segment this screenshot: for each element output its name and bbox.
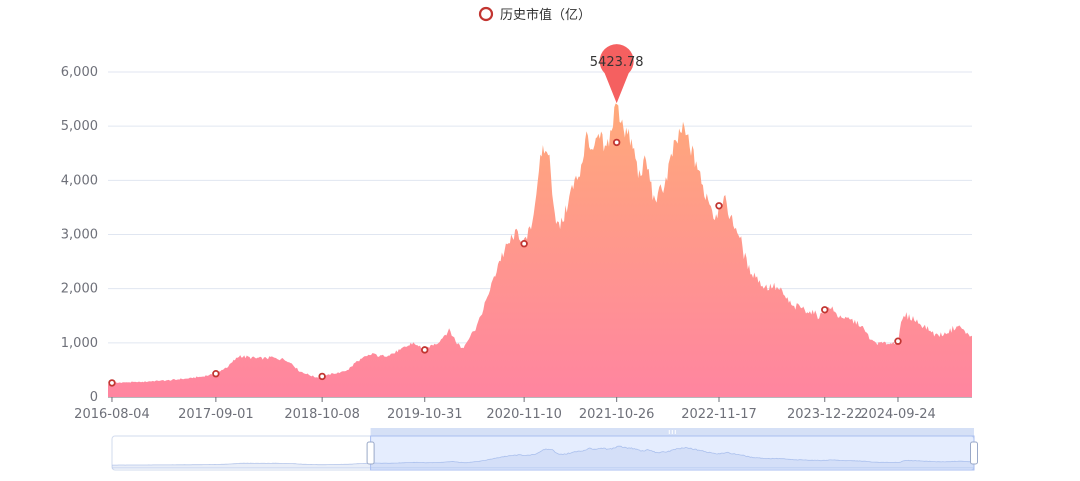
legend-marker-icon	[478, 6, 494, 22]
peak-pin[interactable]	[599, 44, 634, 104]
y-tick-label: 0	[90, 390, 98, 405]
x-tick-label: 2019-10-31	[387, 407, 463, 422]
zoom-handle-right[interactable]	[970, 441, 978, 465]
x-tick-label: 2020-11-10	[486, 407, 562, 422]
peak-marker: 5423.78	[590, 44, 644, 104]
legend[interactable]: 历史市值（亿）	[478, 6, 591, 23]
x-tick-label: 2021-10-26	[579, 407, 655, 422]
axes: 0 1,000 2,000 3,000 4,000 5,000 6,000 2016-08-0…	[61, 65, 936, 422]
x-tick-label: 2023-12-22	[787, 407, 863, 422]
x-tick-label: 2024-09-24	[860, 407, 936, 422]
legend-label: 历史市值（亿）	[500, 7, 591, 23]
data-point[interactable]	[212, 370, 220, 378]
data-points	[108, 138, 902, 387]
zoom-preview-area	[112, 445, 974, 469]
x-tick-label: 2022-11-17	[681, 407, 757, 422]
zoom-preview	[112, 445, 974, 469]
zoom-selected-range[interactable]	[370, 435, 975, 471]
zoom-handle-left[interactable]	[366, 441, 375, 465]
y-tick-label: 4,000	[61, 173, 98, 188]
y-tick-label: 3,000	[61, 228, 98, 243]
data-zoom-slider[interactable]	[111, 428, 978, 471]
data-point[interactable]	[821, 306, 829, 314]
data-point[interactable]	[318, 372, 326, 381]
y-tick-label: 6,000	[61, 65, 98, 80]
x-tick-label: 2017-09-01	[178, 407, 254, 422]
data-point[interactable]	[894, 337, 902, 345]
plot-area	[108, 103, 972, 397]
data-point[interactable]	[715, 202, 723, 210]
x-tick-label: 2016-08-04	[74, 407, 150, 422]
y-tick-label: 5,000	[61, 119, 98, 134]
peak-label: 5423.78	[590, 55, 644, 70]
x-tick-label: 2018-10-08	[284, 407, 360, 422]
data-point[interactable]	[520, 240, 528, 248]
data-point[interactable]	[612, 138, 621, 147]
data-point[interactable]	[421, 346, 429, 354]
y-tick-label: 1,000	[61, 336, 98, 351]
area-series	[108, 103, 972, 397]
y-tick-label: 2,000	[61, 282, 98, 297]
data-point[interactable]	[108, 379, 116, 387]
